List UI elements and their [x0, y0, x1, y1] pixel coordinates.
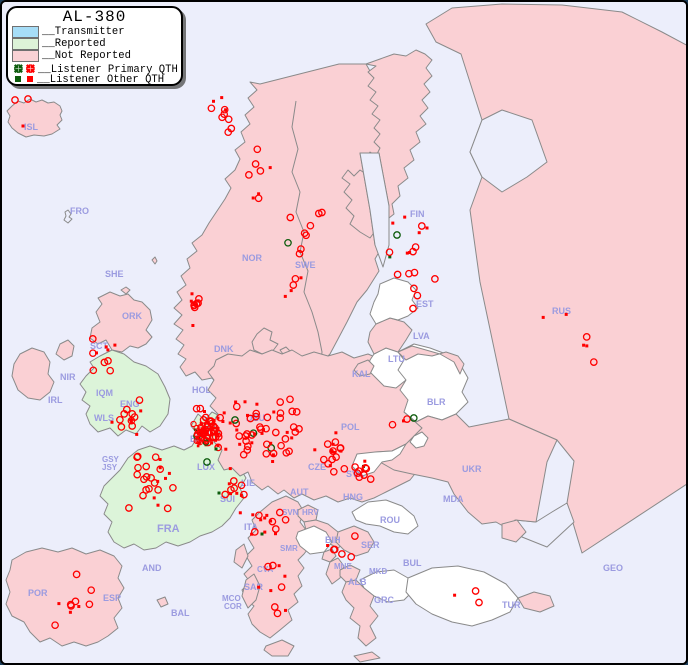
svg-text:MKD: MKD: [369, 567, 387, 576]
svg-text:LUX: LUX: [197, 462, 215, 472]
svg-text:POL: POL: [341, 422, 360, 432]
svg-text:HNG: HNG: [343, 492, 363, 502]
svg-text:UKR: UKR: [462, 464, 482, 474]
svg-text:ISL: ISL: [24, 122, 39, 132]
svg-text:HRV: HRV: [302, 508, 319, 517]
svg-text:SMR: SMR: [280, 544, 298, 553]
svg-text:NOR: NOR: [242, 253, 263, 263]
svg-text:AUT: AUT: [290, 487, 309, 497]
svg-text:GRC: GRC: [374, 595, 395, 605]
svg-text:FRO: FRO: [70, 206, 89, 216]
svg-text:SHE: SHE: [105, 269, 124, 279]
svg-text:EST: EST: [416, 299, 434, 309]
svg-text:SWE: SWE: [295, 260, 316, 270]
svg-text:SAR: SAR: [244, 582, 264, 592]
svg-text:ITA: ITA: [244, 522, 258, 532]
svg-text:SER: SER: [361, 540, 380, 550]
svg-text:BLR: BLR: [427, 397, 446, 407]
svg-text:HOL: HOL: [192, 385, 212, 395]
svg-text:POR: POR: [28, 588, 48, 598]
svg-text:LTU: LTU: [388, 354, 405, 364]
svg-text:ORK: ORK: [122, 311, 143, 321]
svg-text:CZE: CZE: [308, 462, 326, 472]
svg-text:FRA: FRA: [157, 523, 180, 535]
svg-text:LVA: LVA: [413, 331, 430, 341]
svg-text:IQM: IQM: [96, 388, 113, 398]
svg-text:IRL: IRL: [48, 395, 63, 405]
svg-text:BUL: BUL: [403, 558, 422, 568]
svg-text:AND: AND: [142, 563, 162, 573]
svg-text:GEO: GEO: [603, 563, 623, 573]
svg-text:BAL: BAL: [171, 608, 190, 618]
svg-text:KAL: KAL: [352, 369, 371, 379]
svg-text:COR: COR: [224, 602, 242, 611]
svg-text:JSY: JSY: [102, 463, 118, 472]
svg-text:ESP: ESP: [103, 593, 121, 603]
svg-text:MNE: MNE: [334, 562, 352, 571]
svg-text:RUS: RUS: [552, 306, 571, 316]
svg-text:DNK: DNK: [214, 344, 234, 354]
svg-text:ALB: ALB: [348, 577, 367, 587]
svg-text:NIR: NIR: [60, 372, 76, 382]
svg-text:BIH: BIH: [325, 535, 341, 545]
svg-text:TUR: TUR: [502, 600, 521, 610]
svg-text:SVN: SVN: [282, 508, 299, 517]
svg-text:FIN: FIN: [410, 209, 425, 219]
svg-text:MDA: MDA: [443, 494, 464, 504]
svg-text:ROU: ROU: [380, 515, 400, 525]
